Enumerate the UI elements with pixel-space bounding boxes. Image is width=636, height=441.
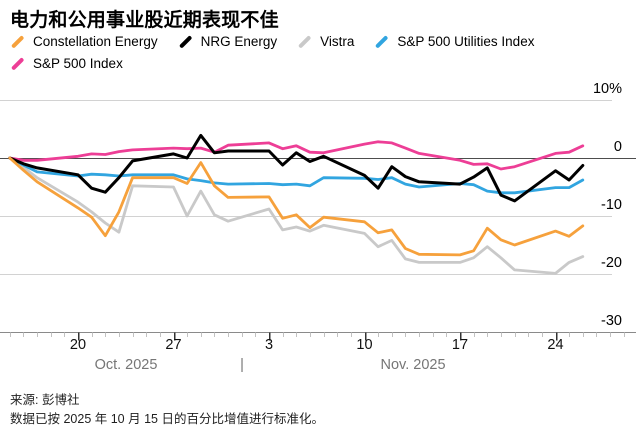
y-axis-label: 10% — [592, 81, 622, 97]
legend-item: NRG Energy — [178, 33, 278, 51]
series-line-nrg-energy — [8, 133, 585, 203]
y-axis-label: 0 — [613, 139, 622, 155]
footer: 来源: 彭博社 数据已按 2025 年 10 月 15 日的百分比增值进行标准化… — [10, 391, 324, 429]
month-separator: | — [240, 357, 244, 373]
legend: Constellation Energy NRG Energy Vistra S&P … — [10, 33, 630, 73]
chart-title: 电力和公用事业股近期表现不佳 — [10, 10, 279, 31]
note-text: 数据已按 2025 年 10 月 15 日的百分比增值进行标准化。 — [10, 411, 324, 426]
series-line-s-p-500-utilities-index — [8, 156, 585, 195]
month-label: Oct. 2025 — [94, 357, 158, 373]
y-axis-label: -20 — [601, 255, 622, 271]
legend-label: NRG Energy — [200, 34, 278, 49]
legend-item: Constellation Energy — [10, 33, 158, 51]
x-axis-label: 10 — [356, 337, 373, 353]
x-axis-label: 24 — [547, 337, 564, 353]
series-line-vistra — [8, 156, 585, 275]
series-line-constellation-energy — [8, 156, 585, 257]
x-axis-label: 20 — [69, 337, 87, 353]
legend-label: S&P 500 Utilities Index — [397, 34, 535, 49]
x-axis-label: 3 — [264, 337, 274, 353]
legend-label: Constellation Energy — [33, 34, 158, 49]
legend-item: S&P 500 Index — [10, 55, 123, 73]
legend-label: Vistra — [320, 34, 355, 49]
source-text: 来源: 彭博社 — [10, 393, 80, 407]
y-axis-label: -10 — [601, 197, 622, 213]
month-label: Nov. 2025 — [380, 357, 446, 373]
series-line-s-p-500-index — [8, 140, 585, 171]
legend-item: S&P 500 Utilities Index — [374, 33, 534, 51]
legend-item: Vistra — [297, 33, 354, 51]
x-axis-label: 27 — [165, 337, 182, 353]
legend-label: S&P 500 Index — [33, 56, 123, 71]
x-axis-label: 17 — [451, 337, 469, 353]
y-axis-label: -30 — [601, 313, 622, 329]
